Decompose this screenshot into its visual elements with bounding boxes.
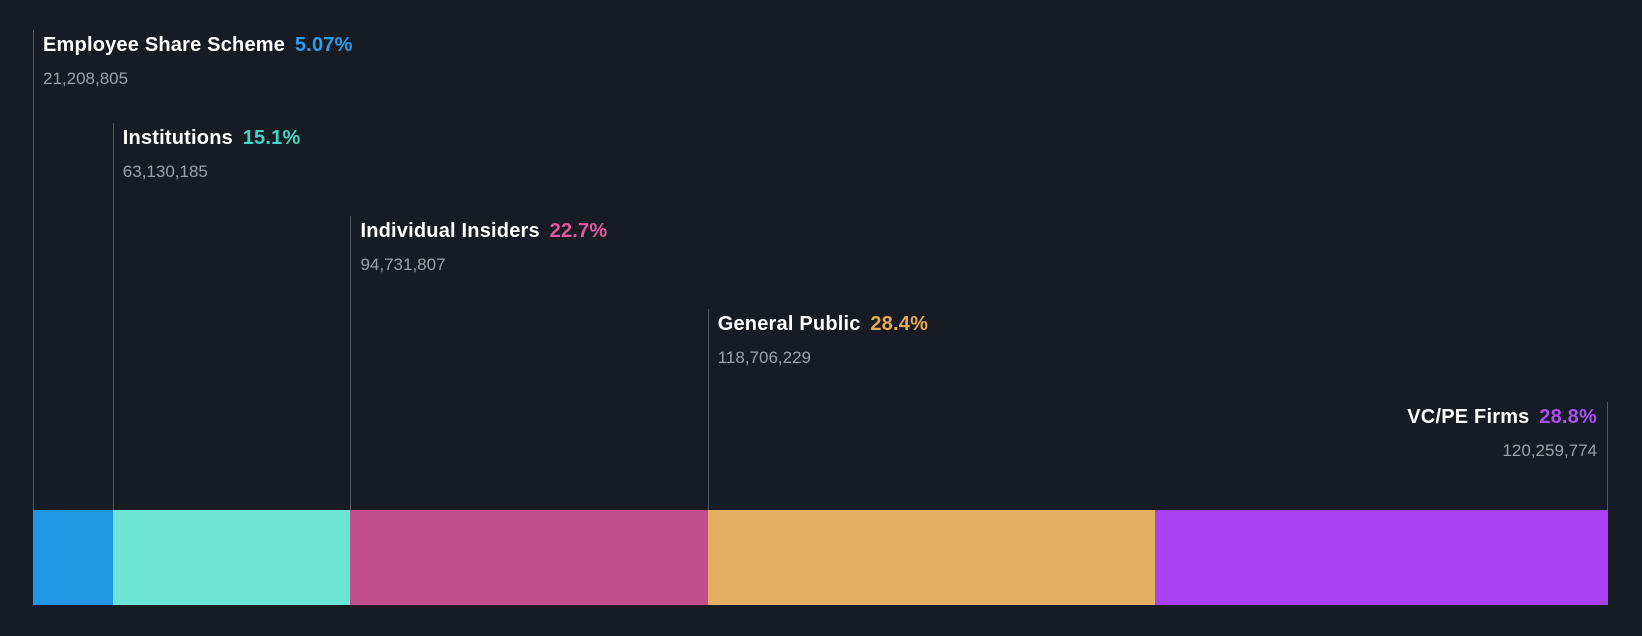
segment-name: VC/PE Firms	[1407, 406, 1530, 428]
bar-segment-institutions[interactable]	[112, 510, 351, 605]
segment-share-count: 94,731,807	[360, 255, 446, 274]
segment-name: Institutions	[122, 127, 233, 149]
segment-share-count: 63,130,185	[122, 162, 208, 181]
segment-label-employee-share-scheme: Employee Share Scheme 5.07% 21,208,805	[33, 30, 353, 510]
segment-label-institutions: Institutions 15.1% 63,130,185	[112, 123, 301, 510]
segment-name: Employee Share Scheme	[43, 34, 286, 56]
segment-name: Individual Insiders	[360, 220, 540, 242]
segment-label-line: General Public 28.4%	[718, 313, 928, 336]
segment-percent: 28.4%	[870, 313, 929, 335]
segment-percent: 28.8%	[1539, 406, 1597, 428]
stacked-ownership-bar	[33, 510, 1608, 605]
segment-percent: 5.07%	[294, 34, 353, 56]
segment-label-vc-pe-firms: VC/PE Firms 28.8% 120,259,774	[1407, 402, 1608, 510]
segment-percent: 22.7%	[549, 220, 608, 242]
bar-segment-employee-share-scheme[interactable]	[33, 510, 113, 605]
bar-segment-general-public[interactable]	[707, 510, 1155, 605]
segment-name: General Public	[717, 313, 861, 335]
segment-share-count: 21,208,805	[43, 69, 129, 88]
segment-label-line: VC/PE Firms 28.8%	[1407, 406, 1597, 429]
bar-segment-individual-insiders[interactable]	[350, 510, 708, 605]
segment-label-line: Institutions 15.1%	[123, 127, 301, 150]
segment-percent: 15.1%	[242, 127, 301, 149]
segment-share-count: 120,259,774	[1502, 441, 1597, 460]
segment-label-individual-insiders: Individual Insiders 22.7% 94,731,807	[350, 216, 607, 510]
segment-label-line: Individual Insiders 22.7%	[360, 220, 607, 243]
bar-segment-vc-pe-firms[interactable]	[1154, 510, 1608, 605]
segment-label-line: Employee Share Scheme 5.07%	[43, 34, 353, 57]
segment-label-general-public: General Public 28.4% 118,706,229	[707, 309, 928, 510]
segment-share-count: 118,706,229	[717, 348, 811, 367]
